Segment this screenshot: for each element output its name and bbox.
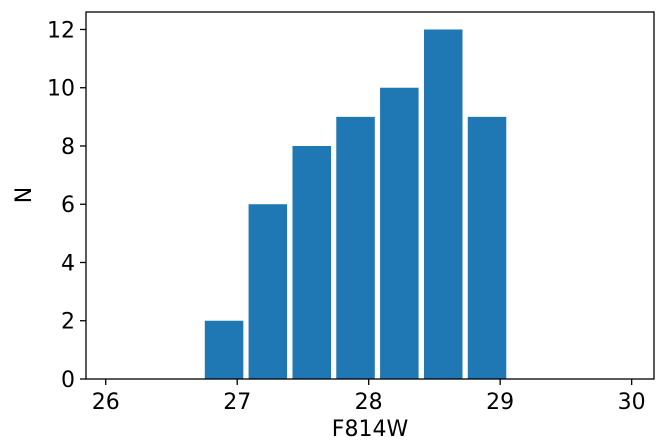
x-tick-label: 27 — [223, 390, 251, 415]
bars-group — [204, 29, 507, 380]
histogram-bar — [292, 145, 332, 379]
y-axis-label: N — [12, 187, 37, 203]
histogram-bar — [380, 87, 419, 379]
y-ticks-group: 0 2 4 6 8 10 12 — [47, 18, 86, 393]
histogram-bar — [248, 204, 288, 379]
y-tick-label: 6 — [61, 193, 75, 218]
histogram-bar — [423, 29, 463, 379]
histogram-bar — [336, 116, 375, 380]
x-tick-label: 30 — [618, 390, 646, 415]
x-axis-label: F814W — [332, 417, 409, 441]
y-tick-label: 8 — [61, 135, 75, 160]
x-tick-label: 29 — [486, 390, 514, 415]
y-tick-label: 0 — [61, 368, 75, 393]
x-ticks-group: 26 27 28 29 30 — [92, 379, 646, 415]
y-tick-label: 12 — [47, 18, 75, 43]
histogram-bar — [204, 320, 244, 379]
x-tick-label: 28 — [355, 390, 383, 415]
y-tick-label: 10 — [47, 77, 75, 102]
axes-frame — [85, 11, 655, 380]
y-tick-label: 4 — [61, 251, 75, 276]
y-tick-label: 2 — [61, 310, 75, 335]
histogram-bar — [467, 116, 507, 380]
x-tick-label: 26 — [92, 390, 120, 415]
